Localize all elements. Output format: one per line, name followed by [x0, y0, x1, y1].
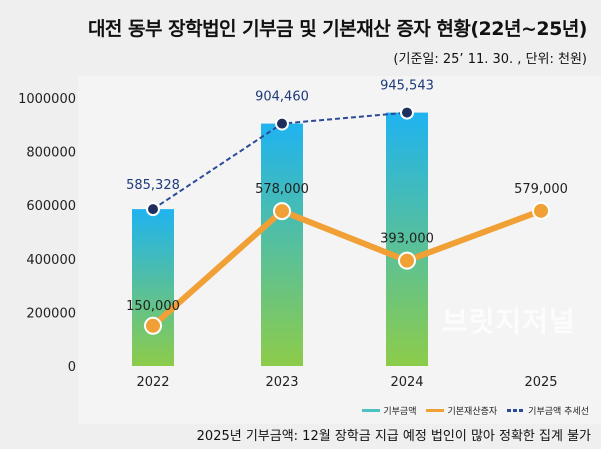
- y-tick-label: 400000: [26, 253, 76, 268]
- line-data-label: 393,000: [380, 232, 434, 247]
- legend-label: 기본재산증자: [447, 407, 498, 417]
- legend-item-donation: 기부금액: [362, 404, 416, 417]
- line-capital: [151, 208, 543, 329]
- bar-data-label: 904,460: [255, 90, 309, 105]
- y-tick-label: 600000: [26, 199, 76, 214]
- bar-donation: [386, 112, 428, 366]
- y-tick-label: 1000000: [18, 92, 76, 107]
- legend: 기부금액 기본재산증자 기부금액 추세선: [362, 404, 589, 417]
- line-data-label: 578,000: [255, 182, 309, 197]
- legend-item-capital: 기본재산증자: [426, 404, 497, 417]
- trend-point: [275, 116, 289, 131]
- x-tick-label: 2024: [390, 375, 423, 390]
- legend-label: 기부금액 추세선: [528, 407, 589, 417]
- bar-donation: [261, 123, 303, 366]
- line-data-label: 579,000: [514, 182, 568, 197]
- line-data-label: 150,000: [126, 299, 180, 314]
- capital-point: [144, 316, 162, 335]
- y-tick-label: 0: [68, 360, 76, 375]
- y-tick-label: 800000: [26, 146, 76, 161]
- capital-point: [398, 251, 416, 270]
- x-tick-label: 2025: [524, 375, 557, 390]
- chart-subtitle: (기준일: 25’ 11. 30. , 단위: 천원): [393, 52, 587, 67]
- legend-item-trend: 기부금액 추세선: [507, 404, 589, 417]
- legend-label: 기부금액: [383, 407, 417, 417]
- x-tick-label: 2022: [136, 375, 169, 390]
- bar-data-label: 945,543: [380, 79, 434, 94]
- chart-title: 대전 동부 장학법인 기부금 및 기본재산 증자 현황(22년~25년): [87, 18, 588, 40]
- capital-point: [532, 201, 550, 220]
- bar-data-label: 585,328: [126, 178, 180, 193]
- bar-donation: [132, 209, 174, 366]
- watermark: 브릿지저널: [442, 305, 576, 338]
- capital-point: [273, 202, 291, 221]
- trend-point: [146, 202, 160, 217]
- footnote: 2025년 기부금액: 12월 장학금 지급 예정 법인이 많아 정확한 집계 …: [196, 429, 591, 444]
- trend-point: [400, 105, 414, 120]
- y-tick-label: 200000: [26, 306, 76, 321]
- x-tick-label: 2023: [265, 375, 298, 390]
